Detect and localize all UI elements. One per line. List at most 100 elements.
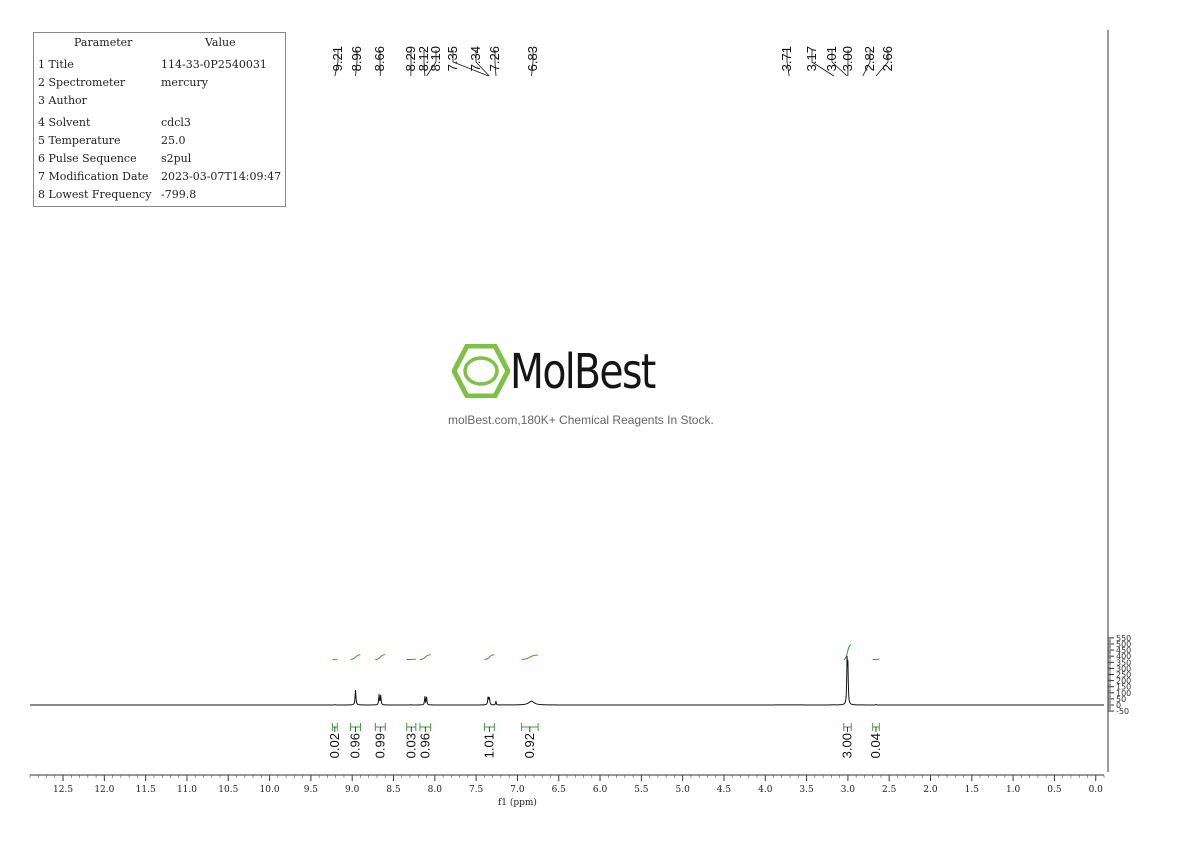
y-tick-label: -50 (1116, 707, 1129, 716)
peak-label-leader (355, 50, 358, 77)
x-tick-label: 6.5 (552, 785, 567, 795)
x-tick-label: 12.5 (53, 785, 73, 795)
peak-label-leader (875, 50, 889, 77)
peak-label-leader (452, 50, 489, 77)
integral-curve (419, 654, 431, 660)
parameter-key: 3 Author (38, 94, 87, 107)
parameter-key: 7 Modification Date (38, 170, 149, 183)
peak-label: 3.17 (804, 46, 819, 71)
x-tick-label: 2.5 (882, 785, 897, 795)
peak-label-leader (831, 50, 848, 77)
integral-value-label: 0.02 (327, 733, 342, 758)
peak-label: 6.83 (525, 46, 540, 71)
x-tick-label: 8.0 (428, 785, 443, 795)
integral-curve (521, 654, 539, 660)
watermark-brand-name: MolBest (510, 344, 656, 400)
integral-value-label: 3.00 (839, 733, 854, 758)
parameter-header: Parameter (74, 36, 133, 49)
parameter-row: 1 Title 114-33-0P2540031 (38, 58, 283, 76)
peak-label-leader (786, 50, 790, 77)
integral-value-label: 0.96 (417, 733, 432, 758)
peak-label-leader (531, 50, 534, 77)
parameter-row: 4 Solvent cdcl3 (38, 116, 283, 134)
y-tick-label: 500 (1116, 640, 1131, 649)
x-tick-label: 10.5 (218, 785, 238, 795)
integral-value-label: 0.96 (348, 733, 363, 758)
x-tick-label: 3.5 (799, 785, 814, 795)
peak-label-leader (334, 50, 339, 77)
parameter-row: 8 Lowest Frequency -799.8 (38, 188, 283, 206)
parameter-row: 2 Spectrometer mercury (38, 76, 283, 94)
parameter-row: 3 Author (38, 94, 283, 112)
x-tick-label: 1.5 (965, 785, 980, 795)
parameter-row: 6 Pulse Sequence s2pul (38, 152, 283, 170)
value-header: Value (205, 36, 236, 49)
x-axis-title: f1 (ppm) (498, 797, 537, 808)
x-tick-label: 0.5 (1047, 785, 1062, 795)
x-tick-label: 4.0 (758, 785, 773, 795)
x-tick-label: 12.0 (94, 785, 114, 795)
integral-curve (843, 644, 852, 660)
parameter-key: 1 Title (38, 58, 74, 71)
peak-label: 2.66 (880, 46, 895, 71)
y-tick-label: 300 (1116, 664, 1131, 673)
y-tick-label: 450 (1116, 646, 1131, 655)
watermark-tagline: molBest.com,180K+ Chemical Reagents In S… (448, 413, 714, 427)
peak-label-leader (862, 50, 871, 77)
parameter-key: 5 Temperature (38, 134, 121, 147)
x-tick-label: 9.0 (345, 785, 360, 795)
parameter-value: s2pul (161, 152, 192, 165)
parameter-key: 8 Lowest Frequency (38, 188, 152, 201)
x-tick-label: 3.0 (841, 785, 856, 795)
benzene-logo-icon (452, 344, 510, 398)
parameter-key: 4 Solvent (38, 116, 91, 129)
parameter-row: 5 Temperature 25.0 (38, 134, 283, 152)
peak-label: 7.26 (487, 46, 502, 71)
peak-label: 3.71 (779, 46, 794, 71)
x-tick-label: 5.0 (675, 785, 690, 795)
x-tick-label: 8.5 (386, 785, 401, 795)
parameter-row: 7 Modification Date 2023-03-07T14:09:47 (38, 170, 283, 188)
integral-value-label: 0.92 (522, 733, 537, 758)
parameter-value: 2023-03-07T14:09:47 (161, 170, 282, 183)
peak-label: 3.01 (824, 46, 839, 71)
x-tick-label: 2.0 (923, 785, 938, 795)
spectrum-trace (30, 656, 1104, 706)
parameter-key: 6 Pulse Sequence (38, 152, 137, 165)
x-tick-label: 7.0 (510, 785, 525, 795)
x-tick-label: 6.0 (593, 785, 608, 795)
integral-curve (350, 654, 361, 660)
peak-label: 7.35 (445, 46, 460, 71)
y-tick-label: 150 (1116, 683, 1131, 692)
peak-label: 9.21 (330, 46, 345, 71)
integral-value-label: 0.99 (372, 733, 387, 758)
integral-value-label: 1.01 (481, 733, 496, 758)
parameter-value: 25.0 (161, 134, 186, 147)
peak-label: 8.96 (349, 46, 364, 71)
parameter-value: 114-33-0P2540031 (161, 58, 267, 71)
peak-label-leader (475, 50, 490, 77)
y-tick-label: 200 (1116, 677, 1131, 686)
peak-label-leader (494, 50, 497, 77)
x-tick-label: 11.0 (177, 785, 197, 795)
integral-curve (375, 654, 386, 660)
y-tick-label: 50 (1116, 695, 1126, 704)
peak-label-leader (811, 50, 835, 77)
y-tick-label: 550 (1116, 634, 1131, 643)
integral-brackets: 0.02 0.96 0.99 0.03 0.96 1.01 0.92 3.00 0.04 (327, 723, 883, 758)
x-tick-label: 1.0 (1006, 785, 1021, 795)
y-tick-label: 350 (1116, 658, 1131, 667)
peak-label: 2.82 (862, 46, 877, 71)
parameter-value: cdcl3 (161, 116, 191, 129)
x-tick-label: 9.5 (304, 785, 319, 795)
y-tick-label: 100 (1116, 689, 1131, 698)
parameter-value: mercury (161, 76, 208, 89)
parameter-table: Parameter Value 1 Title 114-33-0P2540031… (33, 32, 286, 207)
parameter-key: 2 Spectrometer (38, 76, 126, 89)
x-tick-label: 7.5 (469, 785, 484, 795)
integral-curves (332, 644, 880, 660)
x-axis: 12.5 12.0 11.5 11.0 10.5 10.0 9.5 9.0 8.5 8.0 7.5 7… (29, 774, 1105, 795)
x-tick-label: 5.5 (634, 785, 649, 795)
peak-labels: 9.21 8.96 8.66 8.298.128.10 7.35 7.34 7.26 6.83… (330, 46, 895, 77)
